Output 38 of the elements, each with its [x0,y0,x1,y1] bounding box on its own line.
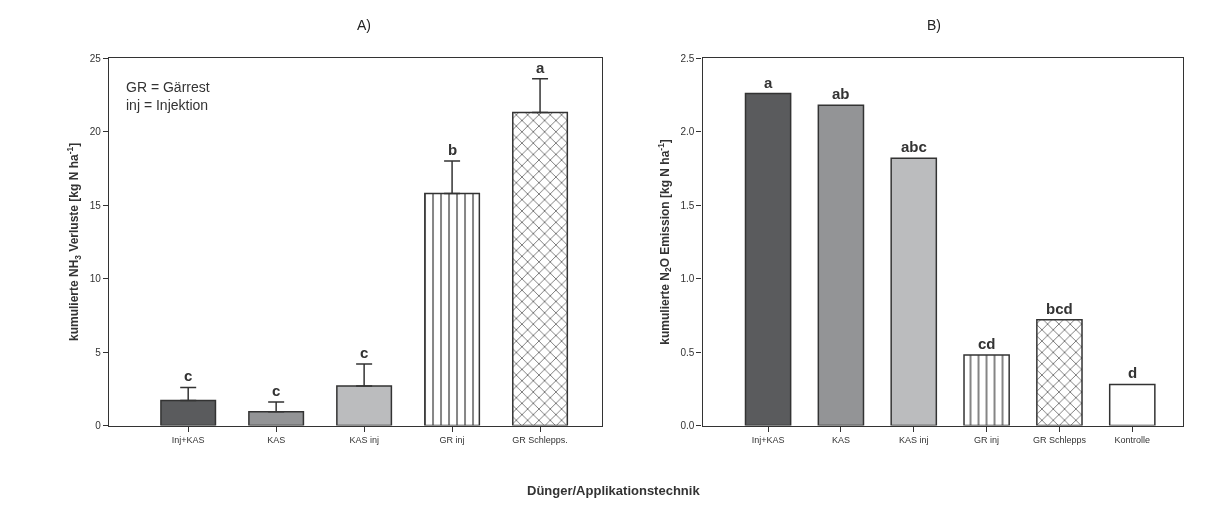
y-tick-label: 0.0 [680,420,695,432]
annotation: c [184,367,193,384]
x-tick-label: GR inj [974,434,1000,445]
x-tick-label: Kontrolle [1114,434,1151,445]
x-tick-label: GR Schlepps. [512,434,568,445]
y-tick-label: 5 [95,346,102,358]
y-tick-label: 1.0 [680,273,695,285]
annotation: a [536,59,545,76]
x-tick-label: GR inj [439,434,465,445]
annotation: c [360,344,369,361]
y-tick-label: 1.5 [680,199,695,211]
y-tick-label: 25 [89,52,102,64]
annotation: c [272,382,281,399]
y-tick-label: 2.5 [680,52,695,64]
x-tick-label: Inj+KAS [171,434,205,445]
y-tick-label: 15 [89,199,102,211]
y-tick-label: 20 [89,126,102,138]
annotation: bcd [1046,300,1073,317]
chart-title: A) [357,17,371,33]
annotation: abc [901,138,927,155]
x-tick-label: KAS inj [899,434,929,445]
x-tick-label: KAS inj [349,434,379,445]
annotation: b [448,141,458,158]
annotation: GR = Gärrest inj = Injektion [126,79,210,114]
annotation: ab [832,85,850,102]
annotation: cd [978,335,996,352]
y-tick-label: 10 [89,273,102,285]
annotation: d [1128,364,1138,381]
annotation: a [764,74,773,91]
x-tick-label: KAS [267,434,286,445]
x-tick-label: KAS [831,434,850,445]
y-tick-label: 0 [95,420,102,432]
x-axis-title: Dünger/Applikationstechnik [527,483,701,498]
x-tick-label: GR Schlepps [1032,434,1087,445]
y-tick-label: 2.0 [680,126,695,138]
y-tick-label: 0.5 [680,346,695,358]
chart-title: B) [927,17,941,33]
x-tick-label: Inj+KAS [751,434,785,445]
